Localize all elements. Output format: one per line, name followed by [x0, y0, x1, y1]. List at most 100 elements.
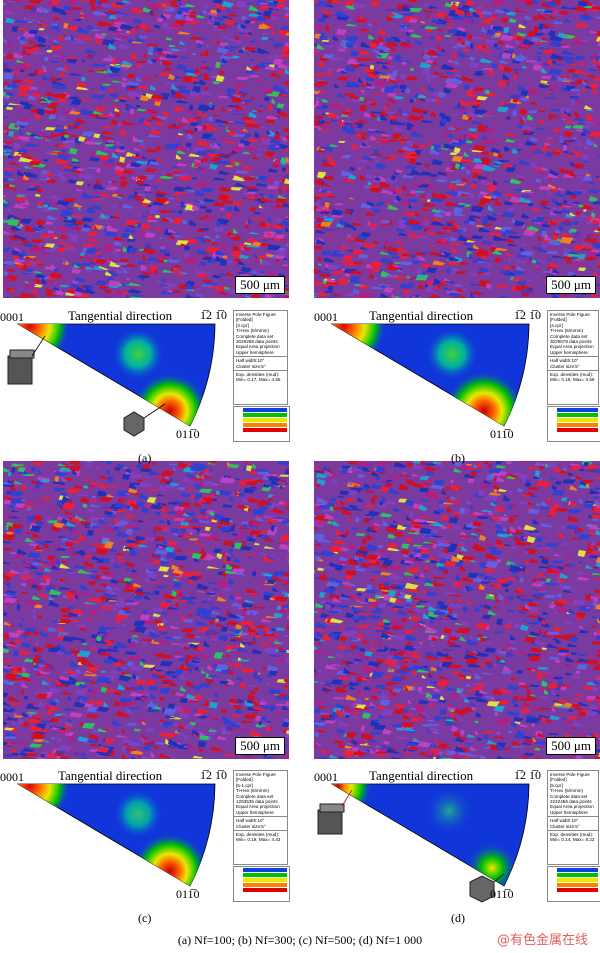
grain: [505, 166, 516, 173]
grain: [340, 70, 348, 74]
grain: [275, 217, 283, 223]
grain: [284, 80, 289, 86]
grain: [583, 144, 589, 151]
grain: [150, 128, 161, 136]
grain: [287, 200, 289, 206]
grain: [89, 743, 99, 747]
grain: [346, 128, 359, 136]
grain: [560, 233, 571, 237]
grain: [108, 180, 113, 184]
grain: [527, 291, 538, 296]
grain: [211, 38, 216, 42]
grain: [41, 278, 47, 285]
grain: [89, 157, 101, 162]
grain: [529, 101, 539, 105]
grain: [394, 198, 399, 204]
grain: [357, 234, 369, 240]
grain: [228, 37, 239, 42]
grain: [137, 108, 147, 112]
grain: [97, 89, 107, 93]
grain: [159, 175, 174, 180]
grain: [18, 90, 32, 97]
grain: [401, 146, 417, 151]
grain: [471, 120, 484, 125]
grain: [409, 153, 422, 157]
grain: [451, 270, 456, 274]
grain: [435, 35, 443, 41]
grain: [115, 262, 130, 266]
grain: [401, 252, 415, 257]
grain: [175, 195, 181, 201]
grain: [526, 279, 531, 282]
grain: [332, 35, 339, 42]
grain: [258, 125, 267, 129]
grain: [161, 169, 169, 175]
grain: [259, 195, 269, 203]
grain: [98, 197, 104, 201]
grain: [345, 41, 355, 49]
grain: [16, 603, 21, 611]
grain: [273, 612, 283, 618]
grain: [231, 157, 235, 165]
grain: [562, 139, 577, 143]
grain: [454, 73, 461, 79]
grain: [286, 470, 289, 475]
grain: [81, 131, 95, 137]
grain: [421, 208, 430, 211]
grain: [243, 119, 258, 124]
grain: [323, 191, 336, 197]
grain: [100, 686, 108, 693]
grain: [408, 157, 417, 165]
grain: [512, 276, 525, 282]
grain: [285, 754, 289, 759]
grain: [65, 56, 80, 60]
grain: [256, 471, 271, 475]
grain: [35, 571, 45, 576]
grain: [25, 198, 30, 205]
grain: [165, 36, 173, 41]
grain: [3, 38, 8, 43]
grain: [423, 228, 429, 232]
grain: [595, 36, 600, 42]
grain: [207, 136, 219, 141]
grain: [164, 715, 177, 719]
grain: [92, 197, 101, 201]
grain: [229, 45, 240, 49]
grain: [559, 236, 574, 244]
grain: [3, 612, 8, 617]
grain: [477, 194, 484, 199]
grain: [195, 14, 206, 19]
grain: [277, 62, 289, 70]
grain: [59, 481, 66, 486]
grain: [192, 81, 199, 85]
grain: [378, 181, 391, 189]
grain: [405, 141, 415, 147]
grain: [541, 27, 551, 34]
grain: [147, 58, 154, 65]
grain: [157, 652, 172, 659]
grain: [44, 243, 56, 249]
grain: [173, 170, 182, 174]
grain: [144, 232, 156, 238]
grain: [53, 286, 62, 291]
grain: [285, 477, 289, 484]
grain: [516, 36, 524, 41]
grain: [85, 713, 100, 719]
grain: [361, 242, 377, 248]
grain: [402, 4, 411, 12]
grain: [30, 466, 36, 472]
grain: [359, 96, 365, 102]
grain: [20, 689, 25, 695]
grain: [76, 81, 87, 88]
grain: [506, 116, 511, 120]
grain: [61, 132, 72, 135]
grain: [9, 707, 16, 712]
grain: [172, 0, 178, 4]
grain: [17, 84, 32, 92]
grain: [468, 296, 470, 298]
grain: [7, 214, 22, 220]
grain: [152, 201, 165, 206]
grain: [29, 133, 42, 137]
grain: [146, 220, 159, 223]
grain: [81, 217, 94, 222]
